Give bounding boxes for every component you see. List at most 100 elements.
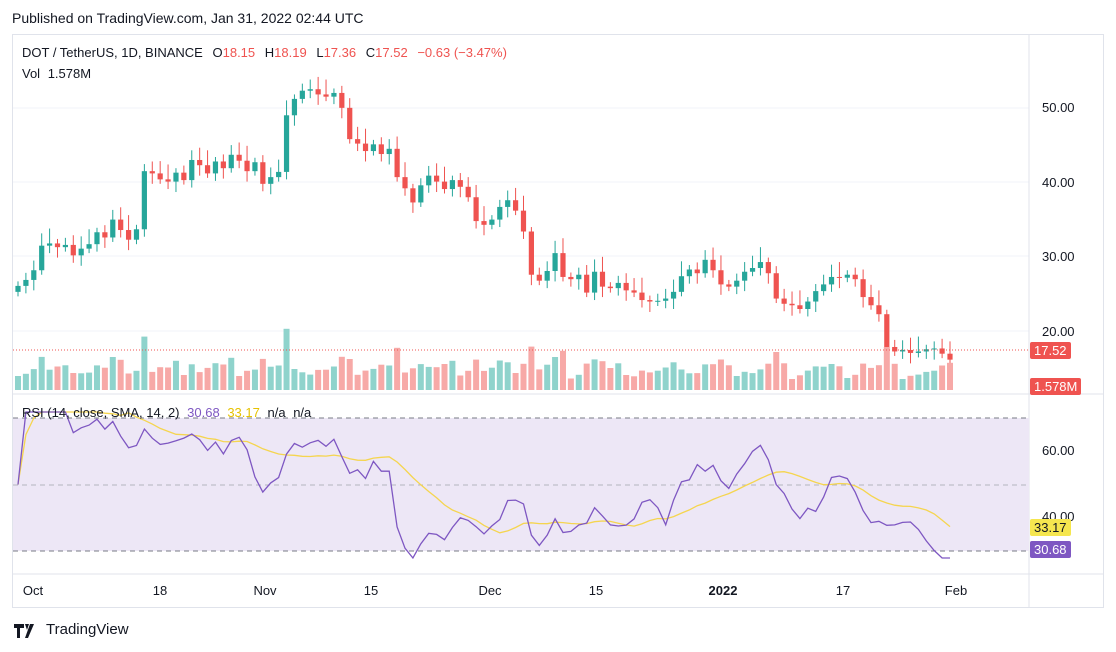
volume-bar bbox=[939, 365, 946, 390]
candle-body bbox=[307, 89, 313, 91]
candle-body bbox=[133, 229, 140, 240]
candle-body bbox=[418, 185, 424, 203]
volume-bar bbox=[678, 369, 685, 390]
rsi-tick-60: 60.00 bbox=[1042, 443, 1075, 458]
volume-bar bbox=[323, 369, 330, 390]
volume-bar bbox=[30, 369, 37, 390]
candle-body bbox=[584, 274, 590, 293]
volume-bar bbox=[528, 346, 535, 390]
candle-body bbox=[520, 210, 527, 232]
candle-body bbox=[299, 90, 305, 99]
candle-body bbox=[331, 92, 337, 97]
volume-bar bbox=[299, 372, 306, 390]
volume-bar bbox=[599, 361, 606, 390]
candle-body bbox=[789, 303, 795, 306]
candle-body bbox=[828, 276, 835, 285]
volume-bar bbox=[717, 359, 724, 390]
volume-bar bbox=[544, 364, 551, 390]
candle-body bbox=[844, 274, 850, 278]
candle-body bbox=[370, 144, 377, 152]
volume-bar bbox=[583, 363, 590, 390]
volume-bar bbox=[915, 374, 922, 390]
candle-body bbox=[141, 171, 147, 230]
time-tick-2022: 2022 bbox=[708, 583, 738, 598]
candle-body bbox=[915, 351, 922, 353]
candle-body bbox=[560, 253, 566, 277]
volume-bar bbox=[338, 356, 345, 390]
volume-bar bbox=[180, 375, 187, 390]
candle-body bbox=[860, 279, 866, 298]
volume-bar bbox=[591, 359, 598, 390]
candle-body bbox=[449, 180, 456, 190]
candle-body bbox=[62, 244, 68, 248]
volume-bar bbox=[378, 364, 385, 390]
rsi-sma-tag: 33.17 bbox=[1030, 519, 1071, 536]
candle-body bbox=[260, 162, 266, 184]
rsi-value: 30.68 bbox=[187, 405, 220, 420]
volume-bar bbox=[172, 360, 179, 390]
volume-bar bbox=[804, 370, 811, 390]
candle-body bbox=[544, 270, 550, 281]
volume-bar bbox=[157, 367, 164, 390]
volume-bar bbox=[638, 370, 645, 390]
volume-bar bbox=[259, 358, 266, 390]
candle-body bbox=[244, 160, 250, 172]
candle-body bbox=[749, 268, 756, 272]
volume-tag: 1.578M bbox=[1030, 378, 1082, 395]
candle-body bbox=[647, 300, 653, 302]
rsi-legend: RSI (14, close, SMA, 14, 2) 30.68 33.17 … bbox=[22, 405, 311, 420]
volume-bar bbox=[631, 376, 638, 390]
candle-body bbox=[576, 274, 582, 280]
candle-body bbox=[536, 274, 542, 281]
volume-bar bbox=[662, 367, 669, 390]
candle-body bbox=[765, 262, 771, 274]
volume-bar bbox=[101, 367, 108, 390]
time-tick-jan-17: 17 bbox=[835, 583, 851, 598]
candle-body bbox=[276, 171, 282, 178]
volume-bar bbox=[433, 367, 440, 390]
volume-bar bbox=[875, 365, 882, 390]
candle-body bbox=[939, 348, 945, 354]
volume-bar bbox=[496, 360, 503, 390]
candle-body bbox=[54, 243, 61, 248]
tradingview-brand[interactable]: TradingView bbox=[14, 621, 129, 638]
candle-body bbox=[70, 244, 76, 256]
volume-bar bbox=[188, 364, 195, 390]
candle-body bbox=[694, 269, 700, 274]
candle-body bbox=[252, 162, 258, 172]
time-tick-feb: Feb bbox=[944, 583, 968, 598]
candle-body bbox=[204, 165, 211, 174]
volume-bar bbox=[796, 375, 803, 390]
candle-body bbox=[362, 143, 369, 152]
volume-bar bbox=[441, 364, 448, 390]
volume-bar bbox=[236, 376, 243, 390]
volume-bar bbox=[883, 347, 890, 390]
volume-bar bbox=[686, 373, 693, 390]
candle-body bbox=[591, 271, 598, 293]
volume-bar bbox=[552, 357, 559, 390]
candle-body bbox=[39, 245, 45, 271]
candle-body bbox=[410, 188, 416, 203]
rsi-na-2: n/a bbox=[293, 405, 312, 420]
volume-bar bbox=[46, 369, 53, 390]
time-tick-nov: Nov bbox=[253, 583, 277, 598]
candle-body bbox=[892, 346, 898, 352]
volume-bar bbox=[117, 359, 124, 390]
volume-bar bbox=[907, 375, 914, 390]
candle-body bbox=[339, 92, 345, 108]
last-price-tag: 17.52 bbox=[1030, 342, 1071, 359]
open-label: O bbox=[212, 45, 223, 60]
candle-body bbox=[568, 276, 574, 280]
volume-bar bbox=[346, 359, 353, 390]
candle-body bbox=[663, 298, 669, 301]
candle-body bbox=[181, 172, 187, 181]
candle-body bbox=[757, 262, 764, 269]
volume-bar bbox=[212, 363, 219, 390]
candle-body bbox=[631, 290, 637, 293]
candle-body bbox=[189, 159, 195, 181]
candle-body bbox=[149, 171, 155, 174]
candle-body bbox=[686, 269, 692, 277]
high-value: 18.19 bbox=[274, 45, 307, 60]
candle-body bbox=[702, 259, 708, 274]
